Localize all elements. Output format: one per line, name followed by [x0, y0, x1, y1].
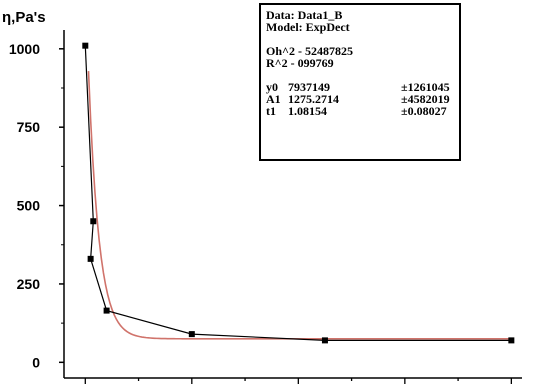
data-point — [321, 337, 328, 344]
fit-param-t1: t1 1.08154 ±0.08027 — [266, 105, 454, 117]
param-error: ±0.08027 — [401, 104, 447, 118]
data-point — [90, 218, 97, 225]
param-name: A1 — [266, 92, 281, 106]
y-axis-label: η,Pa's — [2, 9, 46, 26]
y-tick-label: 250 — [17, 276, 41, 292]
param-error: ±1261045 — [401, 80, 450, 94]
y-tick-label: 750 — [17, 119, 41, 135]
fit-data-line: Data: Data1_B — [266, 8, 343, 22]
fit-param-y0: y0 7937149 ±1261045 — [266, 81, 454, 93]
data-point — [82, 42, 89, 49]
y-tick-label: 1000 — [9, 41, 40, 57]
data-points — [82, 42, 515, 344]
y-tick-label: 0 — [32, 354, 40, 370]
param-value: 1.08154 — [288, 104, 327, 118]
fit-r2-line: R^2 - 099769 — [266, 56, 334, 70]
x-ticks — [84, 378, 512, 384]
param-name: y0 — [266, 80, 278, 94]
data-point — [188, 331, 195, 338]
param-value: 7937149 — [288, 80, 330, 94]
y-tick-label: 500 — [17, 198, 41, 214]
fit-chi-line: Oh^2 - 52487825 — [266, 44, 353, 58]
data-point — [87, 255, 94, 262]
data-point — [508, 337, 515, 344]
fit-results-box: Data: Data1_B Model: ExpDect Oh^2 - 5248… — [259, 3, 461, 161]
fit-param-a1: A1 1275.2714 ±4582019 — [266, 93, 454, 105]
param-value: 1275.2714 — [288, 92, 339, 106]
param-name: t1 — [266, 104, 276, 118]
param-error: ±4582019 — [401, 92, 450, 106]
y-ticks: 0 250 500 750 1000 — [9, 41, 64, 370]
fit-model-line: Model: ExpDect — [266, 20, 350, 34]
data-point — [103, 307, 110, 314]
